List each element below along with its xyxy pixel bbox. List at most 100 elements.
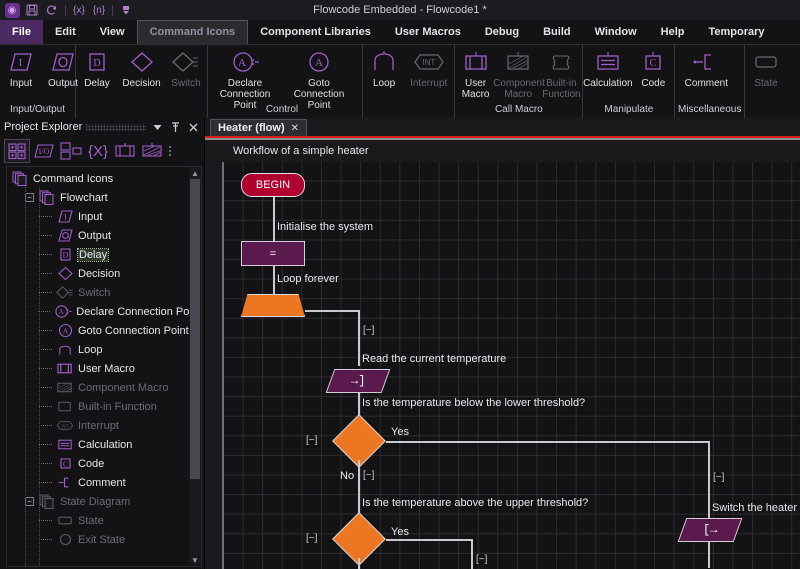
tree-item-calculation[interactable]: Calculation bbox=[7, 435, 201, 454]
collapse-marker-2[interactable]: [−] bbox=[305, 435, 319, 446]
tree-item-goto-connection-point[interactable]: A Goto Connection Point bbox=[7, 321, 201, 340]
svg-text:I: I bbox=[19, 57, 23, 69]
menu-item-build[interactable]: Build bbox=[543, 26, 571, 38]
ribbon-button-loop[interactable]: Loop bbox=[363, 47, 405, 89]
collapse-marker-6[interactable]: [−] bbox=[712, 472, 726, 483]
user-macro-icon bbox=[462, 49, 490, 75]
collapse-marker-5[interactable]: [−] bbox=[475, 554, 489, 565]
document-tab-heater[interactable]: Heater (flow) ✕ bbox=[210, 119, 308, 136]
dropdown-icon[interactable] bbox=[150, 120, 164, 134]
comment-icon bbox=[691, 49, 721, 75]
pin-icon[interactable] bbox=[168, 120, 182, 134]
tree-item-switch[interactable]: Switch bbox=[7, 283, 201, 302]
tree-item-state[interactable]: State bbox=[7, 511, 201, 530]
project-tree[interactable]: Command Icons − Flowchart I Input Output D Dela… bbox=[7, 167, 201, 549]
node-calculation[interactable]: = bbox=[241, 241, 305, 266]
ribbon-button-declare-connection-point[interactable]: A Declare Connection Point bbox=[208, 47, 282, 111]
annotation-below-lower: Is the temperature below the lower thres… bbox=[362, 397, 586, 409]
panel-view-icon[interactable] bbox=[58, 139, 84, 163]
menu-item-view[interactable]: View bbox=[99, 26, 125, 38]
menu-item-component-libraries[interactable]: Component Libraries bbox=[260, 26, 371, 38]
svg-text:INT: INT bbox=[61, 424, 69, 429]
tree-scrollbar[interactable]: ▲ ▼ bbox=[189, 167, 201, 566]
tree-item-user-macro[interactable]: User Macro bbox=[7, 359, 201, 378]
variables-view-icon[interactable]: {X} bbox=[85, 139, 111, 163]
ribbon-button-user-macro[interactable]: User Macro bbox=[455, 47, 495, 100]
io-view-icon[interactable]: I/O bbox=[31, 139, 57, 163]
tree-item-loop[interactable]: Loop bbox=[7, 340, 201, 359]
ribbon-button-delay[interactable]: D Delay bbox=[76, 47, 118, 89]
tree-item-exit-state[interactable]: Exit State bbox=[7, 530, 201, 549]
redo-icon[interactable] bbox=[43, 1, 61, 19]
close-icon[interactable]: ✕ bbox=[290, 122, 300, 134]
calculation-icon bbox=[593, 49, 623, 75]
panel-drag-grip[interactable] bbox=[86, 123, 146, 131]
svg-text:A: A bbox=[59, 308, 65, 316]
menu-item-window[interactable]: Window bbox=[594, 26, 637, 38]
variables-icon[interactable]: {x} bbox=[73, 4, 85, 16]
ribbon-button-calculation[interactable]: Calculation bbox=[583, 47, 633, 89]
tree-item-label: Exit State bbox=[78, 533, 126, 546]
scroll-down-icon[interactable]: ▼ bbox=[191, 555, 199, 565]
ribbon-button-output[interactable]: Output bbox=[42, 47, 84, 89]
menu-item-user-macros[interactable]: User Macros bbox=[394, 26, 461, 38]
tree-item-state-diagram[interactable]: − State Diagram bbox=[7, 492, 201, 511]
menu-item-file[interactable]: File bbox=[0, 20, 43, 44]
tree-item-label: User Macro bbox=[78, 362, 135, 375]
ribbon-button-decision[interactable]: Decision bbox=[118, 47, 165, 89]
branch-label-no-1: No bbox=[340, 470, 355, 482]
built-in-function-icon bbox=[56, 398, 74, 415]
collapse-marker-4[interactable]: [−] bbox=[305, 533, 319, 544]
more-tools-icon[interactable] bbox=[166, 139, 174, 163]
tree-item-label: Output bbox=[78, 229, 112, 242]
constants-icon[interactable]: {n} bbox=[92, 4, 106, 16]
menu-item-command-icons[interactable]: Command Icons bbox=[136, 20, 249, 44]
macro-view-icon[interactable] bbox=[112, 139, 138, 163]
node-output-heater-on[interactable]: [→ bbox=[677, 518, 743, 542]
node-begin[interactable]: BEGIN bbox=[241, 173, 305, 197]
tree-item-label: State Diagram bbox=[60, 495, 131, 508]
ribbon-button-comment[interactable]: Comment bbox=[675, 47, 737, 89]
node-input-read-temp[interactable]: →] bbox=[325, 369, 391, 393]
tree-item-delay[interactable]: D Delay bbox=[7, 245, 201, 264]
tree-expander-icon[interactable]: − bbox=[25, 193, 34, 202]
scrollbar-thumb[interactable] bbox=[190, 179, 200, 479]
tree-expander-icon[interactable]: − bbox=[25, 497, 34, 506]
grid-view-icon[interactable] bbox=[4, 139, 30, 163]
tree-item-built-in-function[interactable]: Built-in Function bbox=[7, 397, 201, 416]
menu-item-help[interactable]: Help bbox=[660, 26, 685, 38]
quick-access-toolbar[interactable]: ◉ {x} {n} bbox=[0, 0, 135, 20]
tree-item-command-icons[interactable]: Command Icons bbox=[7, 169, 201, 188]
connector-dec2-yes bbox=[386, 539, 472, 541]
tree-item-comment[interactable]: Comment bbox=[7, 473, 201, 492]
ribbon-button-code[interactable]: C Code bbox=[632, 47, 674, 89]
close-icon[interactable] bbox=[186, 120, 200, 134]
connector-loop-top bbox=[305, 310, 359, 312]
tree-item-label: Loop bbox=[78, 343, 103, 356]
menu-item-debug[interactable]: Debug bbox=[484, 26, 520, 38]
svg-text:I: I bbox=[64, 213, 67, 222]
save-icon[interactable] bbox=[23, 1, 41, 19]
tree-item-input[interactable]: I Input bbox=[7, 207, 201, 226]
tree-item-component-macro[interactable]: Component Macro bbox=[7, 378, 201, 397]
collapse-marker-1[interactable]: [−] bbox=[362, 325, 376, 336]
overflow-icon[interactable] bbox=[117, 1, 135, 19]
ribbon-button-input[interactable]: I Input bbox=[0, 47, 42, 89]
tree-item-declare-connection-point[interactable]: A Declare Connection Point bbox=[7, 302, 201, 321]
tree-item-output[interactable]: Output bbox=[7, 226, 201, 245]
app-logo-icon[interactable]: ◉ bbox=[3, 1, 21, 19]
menu-item-edit[interactable]: Edit bbox=[54, 26, 76, 38]
tree-connector-line bbox=[39, 330, 52, 331]
tree-item-code[interactable]: C Code bbox=[7, 454, 201, 473]
node-loop[interactable] bbox=[241, 294, 305, 317]
ribbon-toolbar: I Input Output Input/Output D Delay bbox=[0, 44, 800, 118]
scroll-up-icon[interactable]: ▲ bbox=[191, 168, 199, 178]
flowchart-canvas[interactable]: Workflow of a simple heater BEGIN Initia… bbox=[205, 140, 800, 569]
tree-item-flowchart[interactable]: − Flowchart bbox=[7, 188, 201, 207]
tree-item-decision[interactable]: Decision bbox=[7, 264, 201, 283]
collapse-marker-3[interactable]: [−] bbox=[362, 470, 376, 481]
component-macro-view-icon[interactable] bbox=[139, 139, 165, 163]
tree-item-interrupt[interactable]: INT Interrupt bbox=[7, 416, 201, 435]
ribbon-button-goto-connection-point[interactable]: A Goto Connection Point bbox=[282, 47, 356, 111]
menu-item-temporary[interactable]: Temporary bbox=[708, 26, 765, 38]
